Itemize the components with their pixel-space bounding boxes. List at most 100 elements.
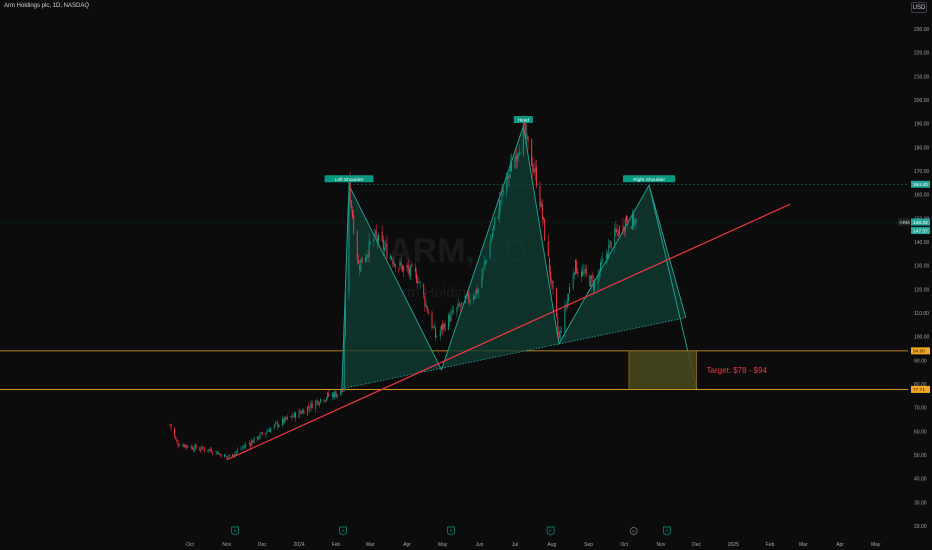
candle-body (318, 403, 320, 406)
candle-body (187, 445, 189, 448)
candle-body (522, 122, 524, 155)
candle-body (258, 437, 260, 439)
candle-body (282, 418, 284, 425)
candle-body (576, 261, 578, 274)
candle-body (507, 176, 509, 180)
candle-body (366, 255, 368, 258)
candle-body (410, 266, 412, 277)
candle-body (584, 269, 586, 274)
candle-body (295, 412, 297, 419)
candle-body (474, 296, 476, 299)
candle-body (365, 257, 367, 263)
candle-body (630, 226, 632, 229)
candle-body (435, 328, 437, 338)
candle-body (343, 335, 345, 391)
pattern-label: Head (513, 116, 533, 124)
candle-body (556, 288, 558, 317)
candle-body (302, 410, 304, 414)
candle-body (635, 218, 637, 222)
svg-text:D: D (632, 529, 635, 534)
candle-body (200, 449, 202, 451)
candle-body (569, 286, 571, 294)
x-axis: Oct Nov Dec 2024 Feb Mar Apr May Jun Jul Aug Sep Oct… (186, 542, 881, 548)
candle-body (552, 280, 554, 290)
candle-body (240, 448, 242, 450)
candle-body (442, 323, 444, 330)
candle-body (459, 306, 461, 307)
candle-body (292, 416, 294, 418)
candle-body (449, 315, 451, 323)
candle-body (217, 453, 219, 454)
candle-body (392, 260, 394, 264)
candle-body (626, 216, 628, 222)
candle-body (286, 416, 288, 419)
pattern-label-text: Left Shoulder (335, 177, 364, 183)
candle-body (476, 288, 478, 294)
candle-body (585, 268, 587, 274)
candle-body (502, 189, 504, 192)
target-text: Target: $78 - $94 (707, 366, 768, 375)
candle-body (489, 241, 491, 259)
candle-body (203, 448, 205, 451)
candle-body (169, 424, 171, 425)
y-tick-label: 190.00 (914, 122, 930, 128)
candle-body (177, 442, 179, 446)
candle-body (285, 416, 287, 420)
candle-body (257, 436, 259, 440)
y-tick-label: 140.00 (914, 240, 930, 246)
candle-body (467, 293, 469, 296)
candle-body (540, 202, 542, 207)
candle-body (385, 244, 387, 247)
candle-body (452, 311, 454, 313)
candle-body (183, 444, 185, 448)
candle-body (547, 241, 549, 257)
candle-body (311, 402, 313, 409)
candle-body (357, 260, 359, 264)
candle-body (236, 449, 238, 452)
candle-body (328, 393, 330, 397)
candle-body (375, 230, 377, 236)
y-tick-label: 170.00 (914, 169, 930, 175)
svg-text:E: E (342, 528, 345, 533)
candle-body (490, 238, 492, 242)
candle-body (194, 445, 196, 451)
candle-body (309, 408, 311, 410)
candle-body (616, 229, 618, 233)
y-tick-label: 230.00 (914, 27, 930, 33)
candle-body (284, 417, 286, 423)
candle-body (270, 428, 272, 433)
candle-body (533, 169, 535, 173)
y-axis: 20.00 30.00 40.00 50.00 60.00 70.00 80.00 90.00… (914, 27, 930, 530)
candle-body (468, 293, 470, 302)
candle-body (407, 266, 409, 271)
candle-body (575, 259, 577, 274)
candle-body (623, 229, 625, 231)
candle-body (389, 256, 391, 259)
x-tick-label: 2024 (294, 542, 305, 548)
candle-body (416, 273, 418, 283)
currency-button[interactable]: USD (911, 2, 927, 13)
price-label: 94.00 (911, 347, 930, 355)
candle-body (526, 133, 528, 140)
candle-body (401, 265, 403, 272)
y-tick-label: 210.00 (914, 74, 930, 80)
candle-body (419, 282, 421, 284)
candle-body (290, 416, 292, 418)
candle-body (184, 445, 186, 448)
candle-body (414, 267, 416, 272)
candle-body (353, 214, 355, 234)
candle-body (356, 231, 358, 260)
candle-body (340, 389, 342, 395)
candle-body (499, 199, 501, 216)
candle-body (608, 244, 610, 260)
candle-body (212, 452, 214, 454)
candle-body (614, 228, 616, 248)
x-tick-label: Nov (222, 542, 231, 548)
candle-body (492, 232, 493, 238)
x-tick-label: Feb (766, 542, 775, 548)
earnings-icon: E (663, 526, 671, 536)
price-label: 164.40 (911, 180, 930, 188)
candle-body (482, 267, 484, 275)
candle-body (399, 261, 401, 267)
